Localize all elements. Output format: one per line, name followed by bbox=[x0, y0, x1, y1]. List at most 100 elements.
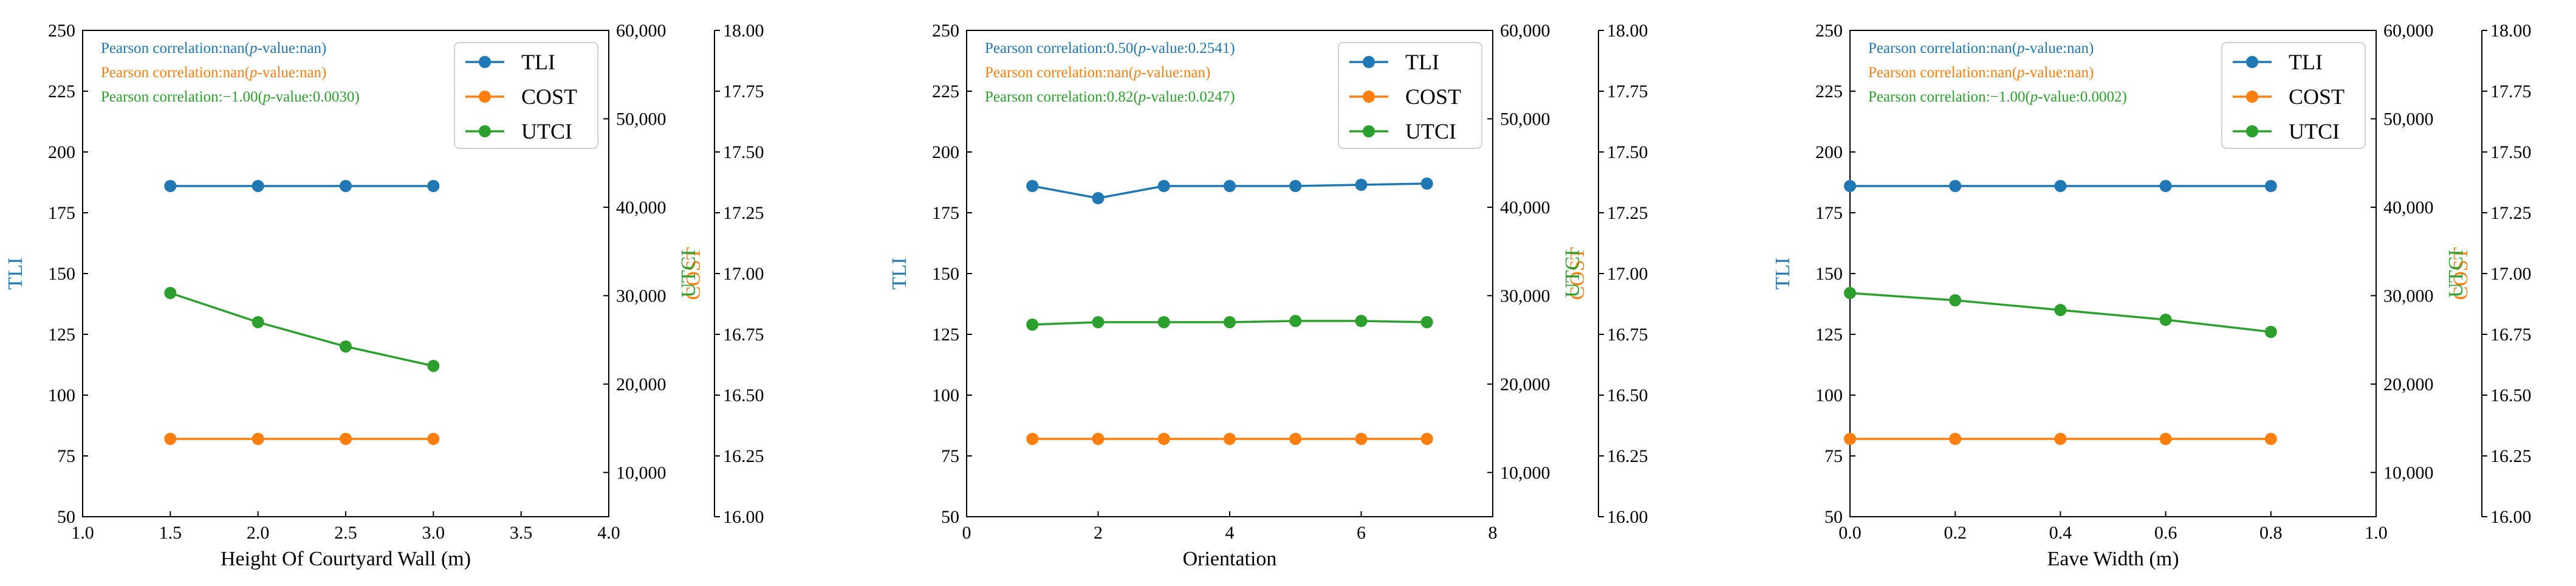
series-tli bbox=[1026, 178, 1433, 204]
cost-point bbox=[2054, 433, 2067, 445]
tli-tick-label: 250 bbox=[1815, 21, 1843, 41]
series-cost bbox=[164, 433, 440, 445]
tli-tick-label: 200 bbox=[48, 142, 75, 162]
utci-tick-label: 16.50 bbox=[1607, 385, 1648, 405]
utci-tick-label: 16.25 bbox=[2490, 446, 2532, 466]
annotation-cost: Pearson correlation:nan(p-value:nan) bbox=[101, 64, 326, 81]
tli-axis-label: TLI bbox=[1772, 258, 1794, 290]
tli-axis-label: TLI bbox=[888, 258, 911, 290]
annotation-utci: Pearson correlation:0.82(p-value:0.0247) bbox=[985, 89, 1235, 105]
tli-axis-label: TLI bbox=[4, 258, 27, 290]
annotation-suffix: -value:nan) bbox=[258, 40, 327, 57]
tli-point bbox=[2159, 180, 2172, 192]
tli-tick-label: 175 bbox=[48, 203, 75, 223]
utci-point bbox=[1026, 319, 1039, 331]
x-tick-label: 8 bbox=[1488, 523, 1498, 543]
utci-point bbox=[2159, 314, 2172, 326]
cost-point bbox=[1844, 433, 1856, 445]
tli-tick-label: 75 bbox=[1824, 446, 1843, 466]
utci-tick-label: 17.00 bbox=[2490, 264, 2532, 284]
utci-tick-label: 18.00 bbox=[1607, 21, 1648, 41]
utci-point bbox=[1420, 316, 1433, 328]
annotation-prefix: Pearson correlation:0.82( bbox=[985, 89, 1139, 105]
tli-point bbox=[1157, 180, 1170, 192]
legend-label-utci: UTCI bbox=[2289, 119, 2340, 143]
cost-tick-label: 20,000 bbox=[2383, 374, 2434, 395]
annotation-p: p bbox=[1137, 89, 1146, 105]
annotation-cost: Pearson correlation:nan(p-value:nan) bbox=[985, 64, 1210, 81]
cost-tick-label: 30,000 bbox=[2383, 286, 2434, 306]
cost-tick-label: 50,000 bbox=[616, 109, 666, 129]
utci-point bbox=[427, 360, 440, 372]
cost-point bbox=[1949, 433, 1962, 445]
legend-marker-cost bbox=[1363, 91, 1375, 103]
annotation-suffix: -value:0.0002) bbox=[2038, 89, 2126, 105]
tli-tick-label: 175 bbox=[1815, 203, 1843, 223]
x-tick-label: 3.5 bbox=[510, 523, 533, 543]
utci-tick-label: 17.00 bbox=[1607, 264, 1648, 284]
utci-point bbox=[2054, 304, 2067, 316]
tli-point bbox=[1844, 180, 1856, 192]
series-utci bbox=[1026, 315, 1433, 331]
legend: TLI COST UTCI bbox=[454, 42, 598, 149]
annotation-suffix: -value:0.2541) bbox=[1146, 40, 1235, 57]
tli-tick-label: 75 bbox=[57, 446, 75, 466]
tli-tick-label: 150 bbox=[1815, 264, 1843, 284]
utci-tick-label: 16.00 bbox=[723, 507, 764, 527]
chart-panel-2: 0 2 4 6 8 Orientation 50 75 100 125 150 175 200 225 25… bbox=[888, 21, 1648, 570]
utci-tick-label: 17.75 bbox=[1607, 81, 1648, 102]
series-cost bbox=[1026, 433, 1433, 445]
utci-tick-label: 17.25 bbox=[2490, 203, 2532, 223]
annotation-suffix: -value:nan) bbox=[1142, 64, 1211, 81]
x-tick-label: 1.5 bbox=[159, 523, 182, 543]
annotation-p: p bbox=[1137, 40, 1146, 57]
utci-tick-label: 16.00 bbox=[1607, 507, 1648, 527]
legend-label-tli: TLI bbox=[2289, 50, 2323, 74]
cost-tick-label: 20,000 bbox=[616, 374, 666, 395]
utci-tick-label: 16.50 bbox=[723, 385, 764, 405]
annotation-prefix: Pearson correlation:nan( bbox=[1868, 64, 2017, 81]
tli-point bbox=[1949, 180, 1962, 192]
utci-point bbox=[1844, 287, 1856, 299]
utci-point bbox=[1224, 316, 1236, 328]
x-tick-label: 6 bbox=[1357, 523, 1366, 543]
utci-axis-label: UTCI bbox=[677, 249, 700, 297]
utci-tick-label: 16.75 bbox=[723, 325, 764, 345]
legend-marker-cost bbox=[479, 91, 491, 103]
tli-tick-label: 225 bbox=[1815, 81, 1843, 102]
annotation-p: p bbox=[1132, 64, 1142, 81]
tli-tick-label: 50 bbox=[1824, 507, 1843, 527]
chart-panel-3: 0.0 0.2 0.4 0.6 0.8 1.0 Eave Width (m) 50 75 100 1… bbox=[1772, 21, 2532, 570]
utci-tick-label: 16.75 bbox=[1607, 325, 1648, 345]
annotation-utci: Pearson correlation:−1.00(p-value:0.0002… bbox=[1868, 89, 2127, 105]
tli-point bbox=[1224, 180, 1236, 192]
cost-tick-label: 20,000 bbox=[1500, 374, 1550, 395]
annotation-suffix: -value:0.0247) bbox=[1146, 89, 1235, 105]
tli-tick-label: 50 bbox=[941, 507, 959, 527]
annotation-prefix: Pearson correlation:nan( bbox=[101, 64, 250, 81]
annotation-tli: Pearson correlation:nan(p-value:nan) bbox=[101, 40, 326, 57]
tli-tick-label: 175 bbox=[932, 203, 959, 223]
utci-point bbox=[1949, 294, 1962, 306]
cost-point bbox=[427, 433, 440, 445]
annotation-prefix: Pearson correlation:nan( bbox=[985, 64, 1134, 81]
x-axis-label: Eave Width (m) bbox=[2047, 548, 2179, 570]
series-cost bbox=[1844, 433, 2277, 445]
utci-tick-label: 17.50 bbox=[723, 142, 764, 162]
tli-tick-label: 100 bbox=[1815, 385, 1843, 405]
cost-point bbox=[1289, 433, 1302, 445]
utci-tick-label: 16.75 bbox=[2490, 325, 2532, 345]
annotation-suffix: -value:0.0030) bbox=[270, 89, 359, 105]
annotation-suffix: -value:nan) bbox=[2025, 40, 2094, 57]
utci-tick-label: 17.25 bbox=[1607, 203, 1648, 223]
tli-point bbox=[1289, 180, 1302, 192]
annotation-prefix: Pearson correlation:−1.00( bbox=[1868, 89, 2030, 105]
tli-point bbox=[1420, 178, 1433, 190]
legend-label-utci: UTCI bbox=[1405, 119, 1456, 143]
x-axis-label: Orientation bbox=[1183, 548, 1277, 570]
utci-tick-label: 17.50 bbox=[1607, 142, 1648, 162]
tli-point bbox=[2264, 180, 2277, 192]
tli-point bbox=[252, 180, 264, 192]
x-tick-label: 4 bbox=[1225, 523, 1235, 543]
cost-point bbox=[2264, 433, 2277, 445]
